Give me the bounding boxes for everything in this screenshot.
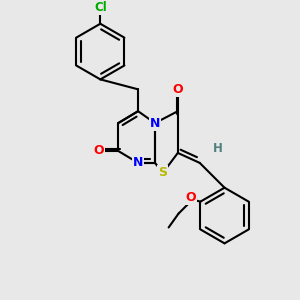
- Text: S: S: [158, 166, 167, 179]
- Text: Cl: Cl: [94, 1, 107, 14]
- Text: O: O: [172, 83, 183, 96]
- Text: O: O: [93, 144, 104, 158]
- Text: H: H: [213, 142, 223, 155]
- Text: N: N: [150, 117, 160, 130]
- Text: N: N: [133, 156, 143, 170]
- Text: O: O: [185, 191, 196, 204]
